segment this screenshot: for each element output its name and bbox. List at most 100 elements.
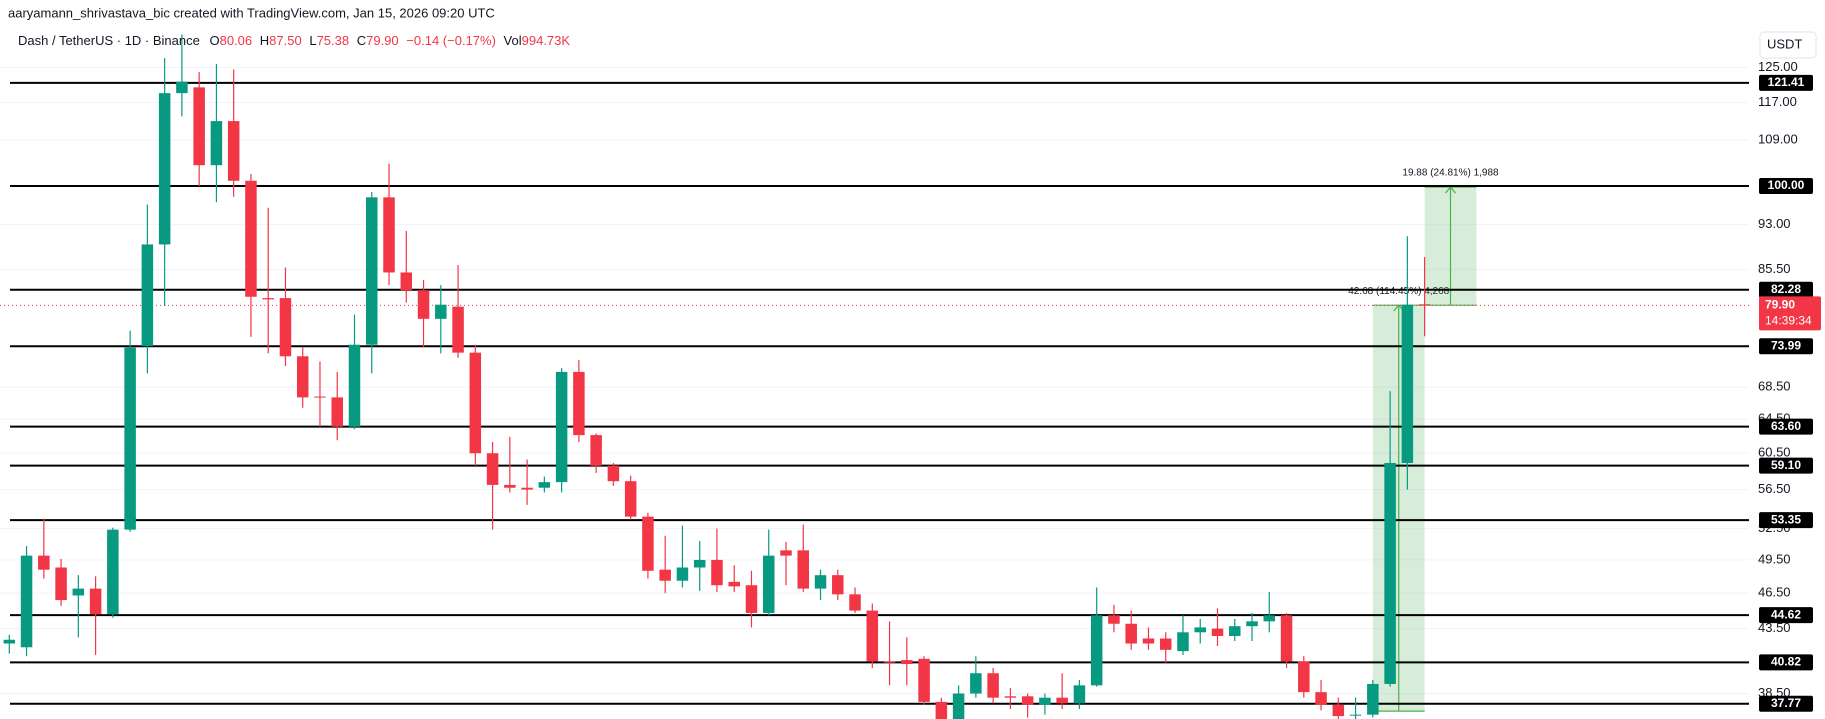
candle-body [1315, 692, 1327, 705]
level-label: 63.60 [1771, 419, 1801, 433]
candle-body [642, 516, 654, 571]
candle-body [262, 298, 274, 300]
candle-body [400, 272, 413, 291]
ohlc-value: 79.90 [366, 33, 399, 48]
level-label-box [1759, 178, 1813, 195]
candle-body [901, 660, 913, 664]
candle-body [711, 559, 723, 586]
candle-body [728, 581, 740, 587]
candle-body [38, 555, 50, 570]
candle-body [1177, 632, 1189, 652]
level-label-box [1759, 281, 1813, 298]
y-tick-label: 43.50 [1758, 620, 1791, 635]
candle-body [1021, 696, 1034, 705]
candle-body [193, 87, 205, 166]
countdown: 14:39:34 [1765, 314, 1812, 328]
candle-body [331, 397, 343, 427]
candle-body [1108, 615, 1120, 624]
candle-body [521, 487, 533, 490]
candle-body [832, 575, 844, 595]
candle-body [435, 304, 447, 319]
y-tick-label: 68.50 [1758, 379, 1791, 394]
candle-body [1004, 696, 1017, 698]
candle-body [555, 371, 568, 483]
level-label: 100.00 [1768, 178, 1805, 192]
currency[interactable]: USDT [1767, 36, 1802, 51]
candle-body [417, 290, 430, 319]
level-label: 44.62 [1771, 607, 1801, 621]
y-tick-label: 117.00 [1758, 94, 1797, 109]
y-tick-label: 109.00 [1758, 132, 1798, 147]
candle-body [72, 588, 85, 596]
candle-body [366, 197, 378, 345]
level-label: 73.99 [1771, 338, 1801, 352]
currency-box[interactable] [1759, 31, 1817, 59]
candle-body [124, 347, 136, 530]
candle-body [176, 81, 188, 94]
level-label: 59.10 [1771, 458, 1801, 472]
candle-body [1056, 697, 1068, 704]
y-tick-label: 49.50 [1758, 551, 1791, 566]
credit: aaryamann_shrivastava_bic created with T… [8, 5, 495, 20]
level-label-box [1759, 74, 1813, 91]
y-tick-label: 93.00 [1758, 216, 1791, 231]
symbol-legend: Dash / TetherUS · 1D · Binance O80.06 H8… [18, 33, 570, 48]
candle-body [1384, 462, 1396, 684]
candle-body [573, 371, 585, 436]
candle-body [693, 559, 706, 568]
y-tick-label: 60.50 [1758, 445, 1791, 460]
candle-body [1367, 683, 1379, 715]
candle-body [1229, 626, 1241, 637]
candle-body [1142, 638, 1155, 644]
measure-label: 19.88 (24.81%) 1,988 [1402, 168, 1499, 179]
candle-body [1349, 714, 1362, 716]
candle-body [762, 555, 775, 613]
candle-body [935, 701, 948, 719]
candle-body [383, 197, 395, 273]
candle-body [1332, 704, 1345, 717]
candle-body [210, 121, 223, 166]
level-label: 82.28 [1771, 282, 1801, 296]
candle-body [158, 93, 171, 245]
ohlc-key: H [260, 33, 269, 48]
candle-body [797, 550, 810, 589]
candle-body [745, 585, 758, 613]
candle-body [314, 396, 326, 398]
ohlc-key: C [357, 33, 366, 48]
level-label-box [1759, 418, 1813, 435]
volume-key: Vol [504, 33, 522, 48]
last-price-label: 79.90 [1765, 298, 1795, 312]
ohlc-key: O [209, 33, 219, 48]
level-label: 53.35 [1771, 512, 1801, 526]
candle-body [780, 550, 792, 556]
candle-body [1194, 627, 1206, 633]
candle-body [1125, 623, 1137, 644]
candle-body [1263, 615, 1276, 622]
candle-body [141, 244, 154, 347]
candle-body [659, 569, 671, 581]
ohlc-value: 80.06 [220, 33, 253, 48]
candle-body [883, 661, 896, 663]
level-label: 37.77 [1771, 696, 1801, 710]
plot: 42.68 (114.45%) 4,268 19.88 (24.81%) 1,98… [0, 34, 1749, 719]
candle-body [1401, 304, 1414, 463]
level-label: 40.82 [1771, 655, 1801, 669]
measure-arrowhead [1445, 186, 1456, 194]
level-label-box [1759, 695, 1813, 712]
measure-label: 42.68 (114.45%) 4,268 [1348, 286, 1449, 297]
candle-body [918, 658, 930, 702]
ohlc-value: 75.38 [317, 33, 350, 48]
candle-body [866, 610, 879, 662]
volume: 994.73K [522, 33, 571, 48]
symbol: Dash / TetherUS · 1D · Binance [18, 33, 200, 48]
candle-body [987, 673, 999, 698]
y-tick-label: 46.50 [1758, 585, 1791, 600]
candle-body [1090, 615, 1103, 686]
candle-body [814, 575, 827, 589]
candle-body [1211, 628, 1224, 637]
axis: 125.00117.00109.0093.0085.5068.5064.5060… [1758, 59, 1821, 712]
candle-body [676, 567, 689, 581]
level-label-box [1759, 457, 1813, 474]
